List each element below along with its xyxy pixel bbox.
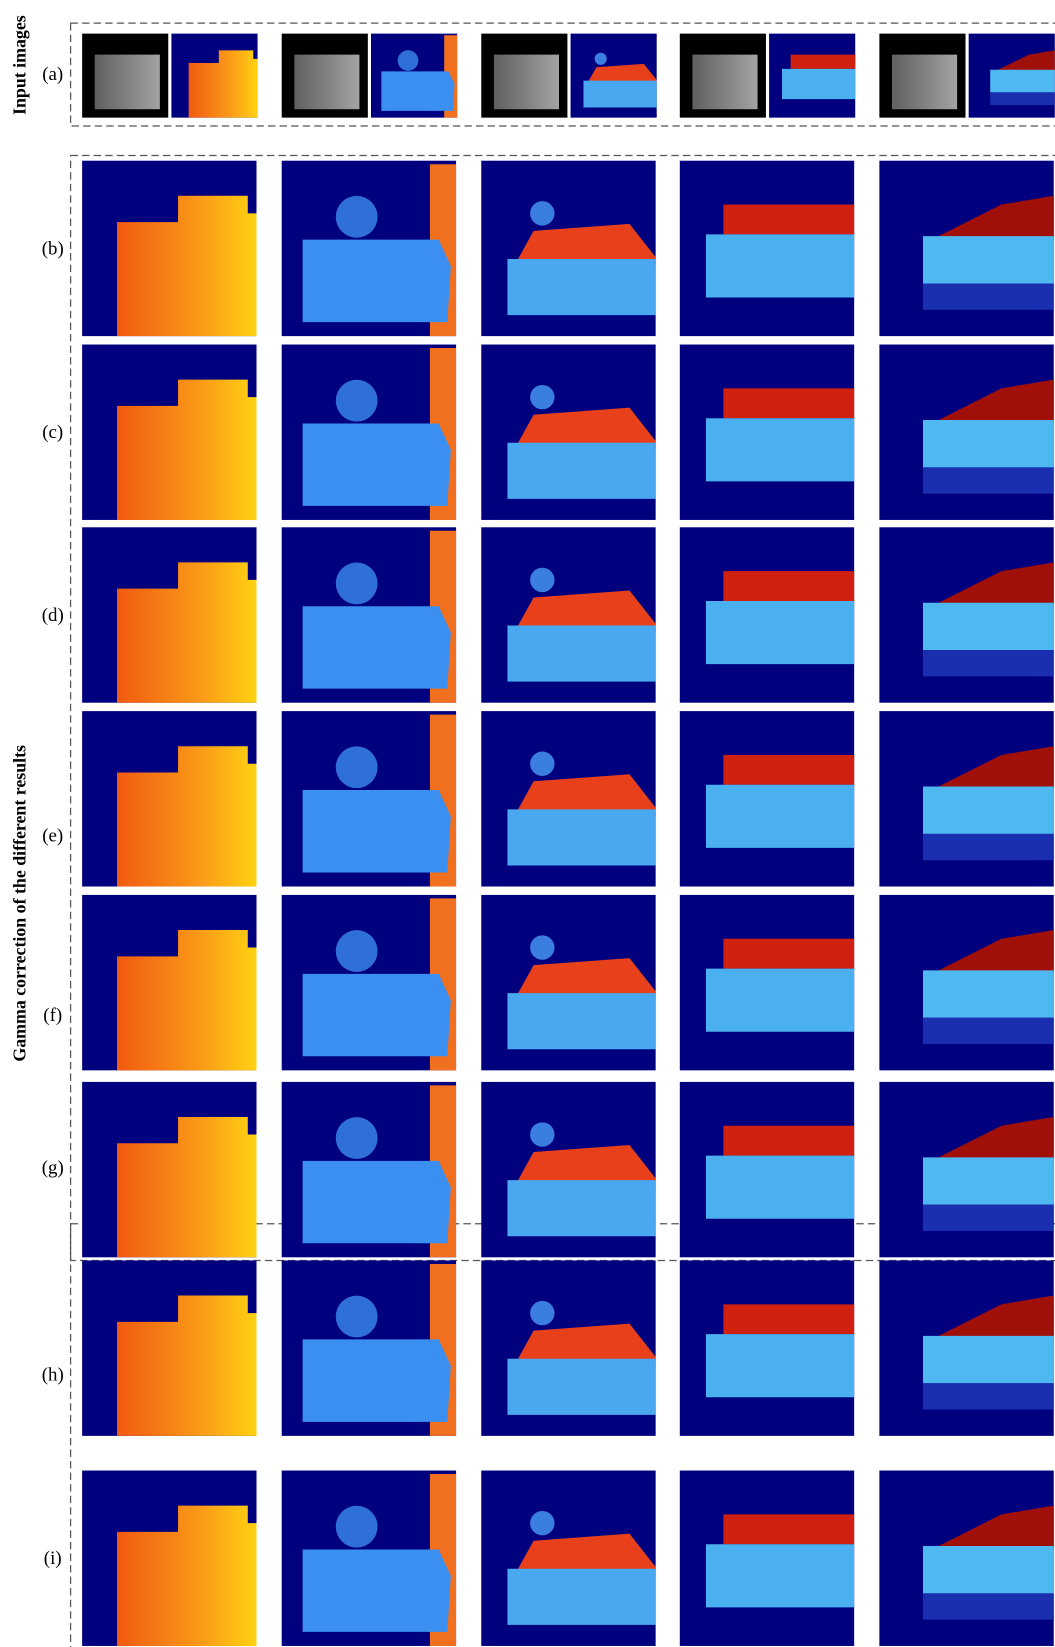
- depth-region: [791, 55, 856, 69]
- depth-region: [507, 1180, 655, 1236]
- depth-region: [923, 283, 1054, 309]
- depth-region: [723, 755, 854, 785]
- depth-region: [923, 650, 1054, 676]
- depth-region: [507, 626, 655, 682]
- row-label: (h): [42, 1364, 64, 1385]
- group-label: Gamma correction of the different result…: [9, 745, 29, 1062]
- depth-region: [336, 930, 378, 972]
- depth-region: [507, 443, 655, 499]
- depth-region: [303, 790, 451, 872]
- gray-building: [95, 55, 160, 110]
- depth-region: [530, 385, 554, 409]
- row-label: (f): [43, 1005, 62, 1026]
- row-label: (a): [42, 64, 63, 85]
- depth-region: [923, 1157, 1054, 1204]
- depth-region: [723, 1126, 854, 1156]
- depth-region: [507, 809, 655, 865]
- gray-building: [892, 55, 957, 110]
- depth-region: [723, 1514, 854, 1544]
- depth-region: [507, 259, 655, 315]
- depth-region: [398, 50, 419, 71]
- depth-region: [530, 201, 554, 225]
- depth-region: [303, 240, 451, 322]
- depth-region: [303, 1549, 451, 1631]
- depth-region: [507, 1569, 655, 1625]
- depth-region: [923, 1546, 1054, 1593]
- depth-region: [723, 1304, 854, 1334]
- depth-region: [530, 1301, 554, 1325]
- depth-region: [723, 939, 854, 969]
- depth-region: [336, 1117, 378, 1159]
- row-label: (e): [42, 825, 63, 846]
- depth-region: [336, 380, 378, 422]
- depth-region: [923, 467, 1054, 493]
- depth-region: [530, 568, 554, 592]
- row-label: (d): [42, 605, 64, 626]
- depth-region: [706, 234, 854, 297]
- depth-region: [990, 92, 1055, 105]
- depth-region: [303, 974, 451, 1056]
- depth-region: [706, 1334, 854, 1397]
- depth-region: [923, 420, 1054, 467]
- depth-region: [990, 70, 1055, 93]
- row-label: (g): [42, 1157, 64, 1178]
- figure: Input images Gamma correction of the dif…: [0, 0, 1055, 1647]
- depth-region: [723, 388, 854, 418]
- depth-region: [303, 606, 451, 688]
- depth-region: [336, 196, 378, 238]
- panels: (a) (b) (c) (d) (e) (f) (g) (h) (i): [42, 34, 1055, 1646]
- depth-region: [706, 601, 854, 664]
- depth-region: [530, 1122, 554, 1146]
- depth-region: [923, 236, 1054, 283]
- depth-region: [583, 81, 656, 108]
- depth-region: [507, 1359, 655, 1415]
- depth-region: [706, 969, 854, 1032]
- row-label: (i): [44, 1548, 62, 1569]
- depth-region: [923, 970, 1054, 1017]
- depth-region: [923, 1018, 1054, 1044]
- row-label: (b): [42, 238, 64, 259]
- depth-region: [782, 69, 855, 99]
- depth-region: [923, 834, 1054, 860]
- depth-region: [923, 787, 1054, 834]
- depth-region: [336, 1296, 378, 1338]
- depth-region: [530, 1511, 554, 1535]
- depth-region: [507, 993, 655, 1049]
- depth-region: [923, 1383, 1054, 1409]
- depth-region: [923, 1593, 1054, 1619]
- gray-building: [692, 55, 757, 110]
- depth-region: [303, 1161, 451, 1243]
- depth-region: [723, 205, 854, 235]
- depth-region: [923, 1336, 1054, 1383]
- depth-region: [336, 746, 378, 788]
- group-label: Input images: [9, 15, 29, 115]
- depth-region: [706, 1544, 854, 1607]
- depth-region: [336, 1506, 378, 1548]
- gray-building: [494, 55, 559, 110]
- depth-region: [706, 418, 854, 481]
- depth-region: [923, 1205, 1054, 1231]
- depth-region: [595, 53, 607, 65]
- depth-region: [303, 423, 451, 505]
- depth-region: [706, 1156, 854, 1219]
- depth-region: [381, 71, 454, 110]
- depth-region: [530, 935, 554, 959]
- depth-region: [923, 603, 1054, 650]
- row-label: (c): [42, 422, 63, 443]
- depth-region: [336, 563, 378, 605]
- depth-region: [530, 752, 554, 776]
- depth-region: [706, 785, 854, 848]
- gray-building: [294, 55, 359, 110]
- depth-region: [723, 571, 854, 601]
- depth-region: [303, 1339, 451, 1421]
